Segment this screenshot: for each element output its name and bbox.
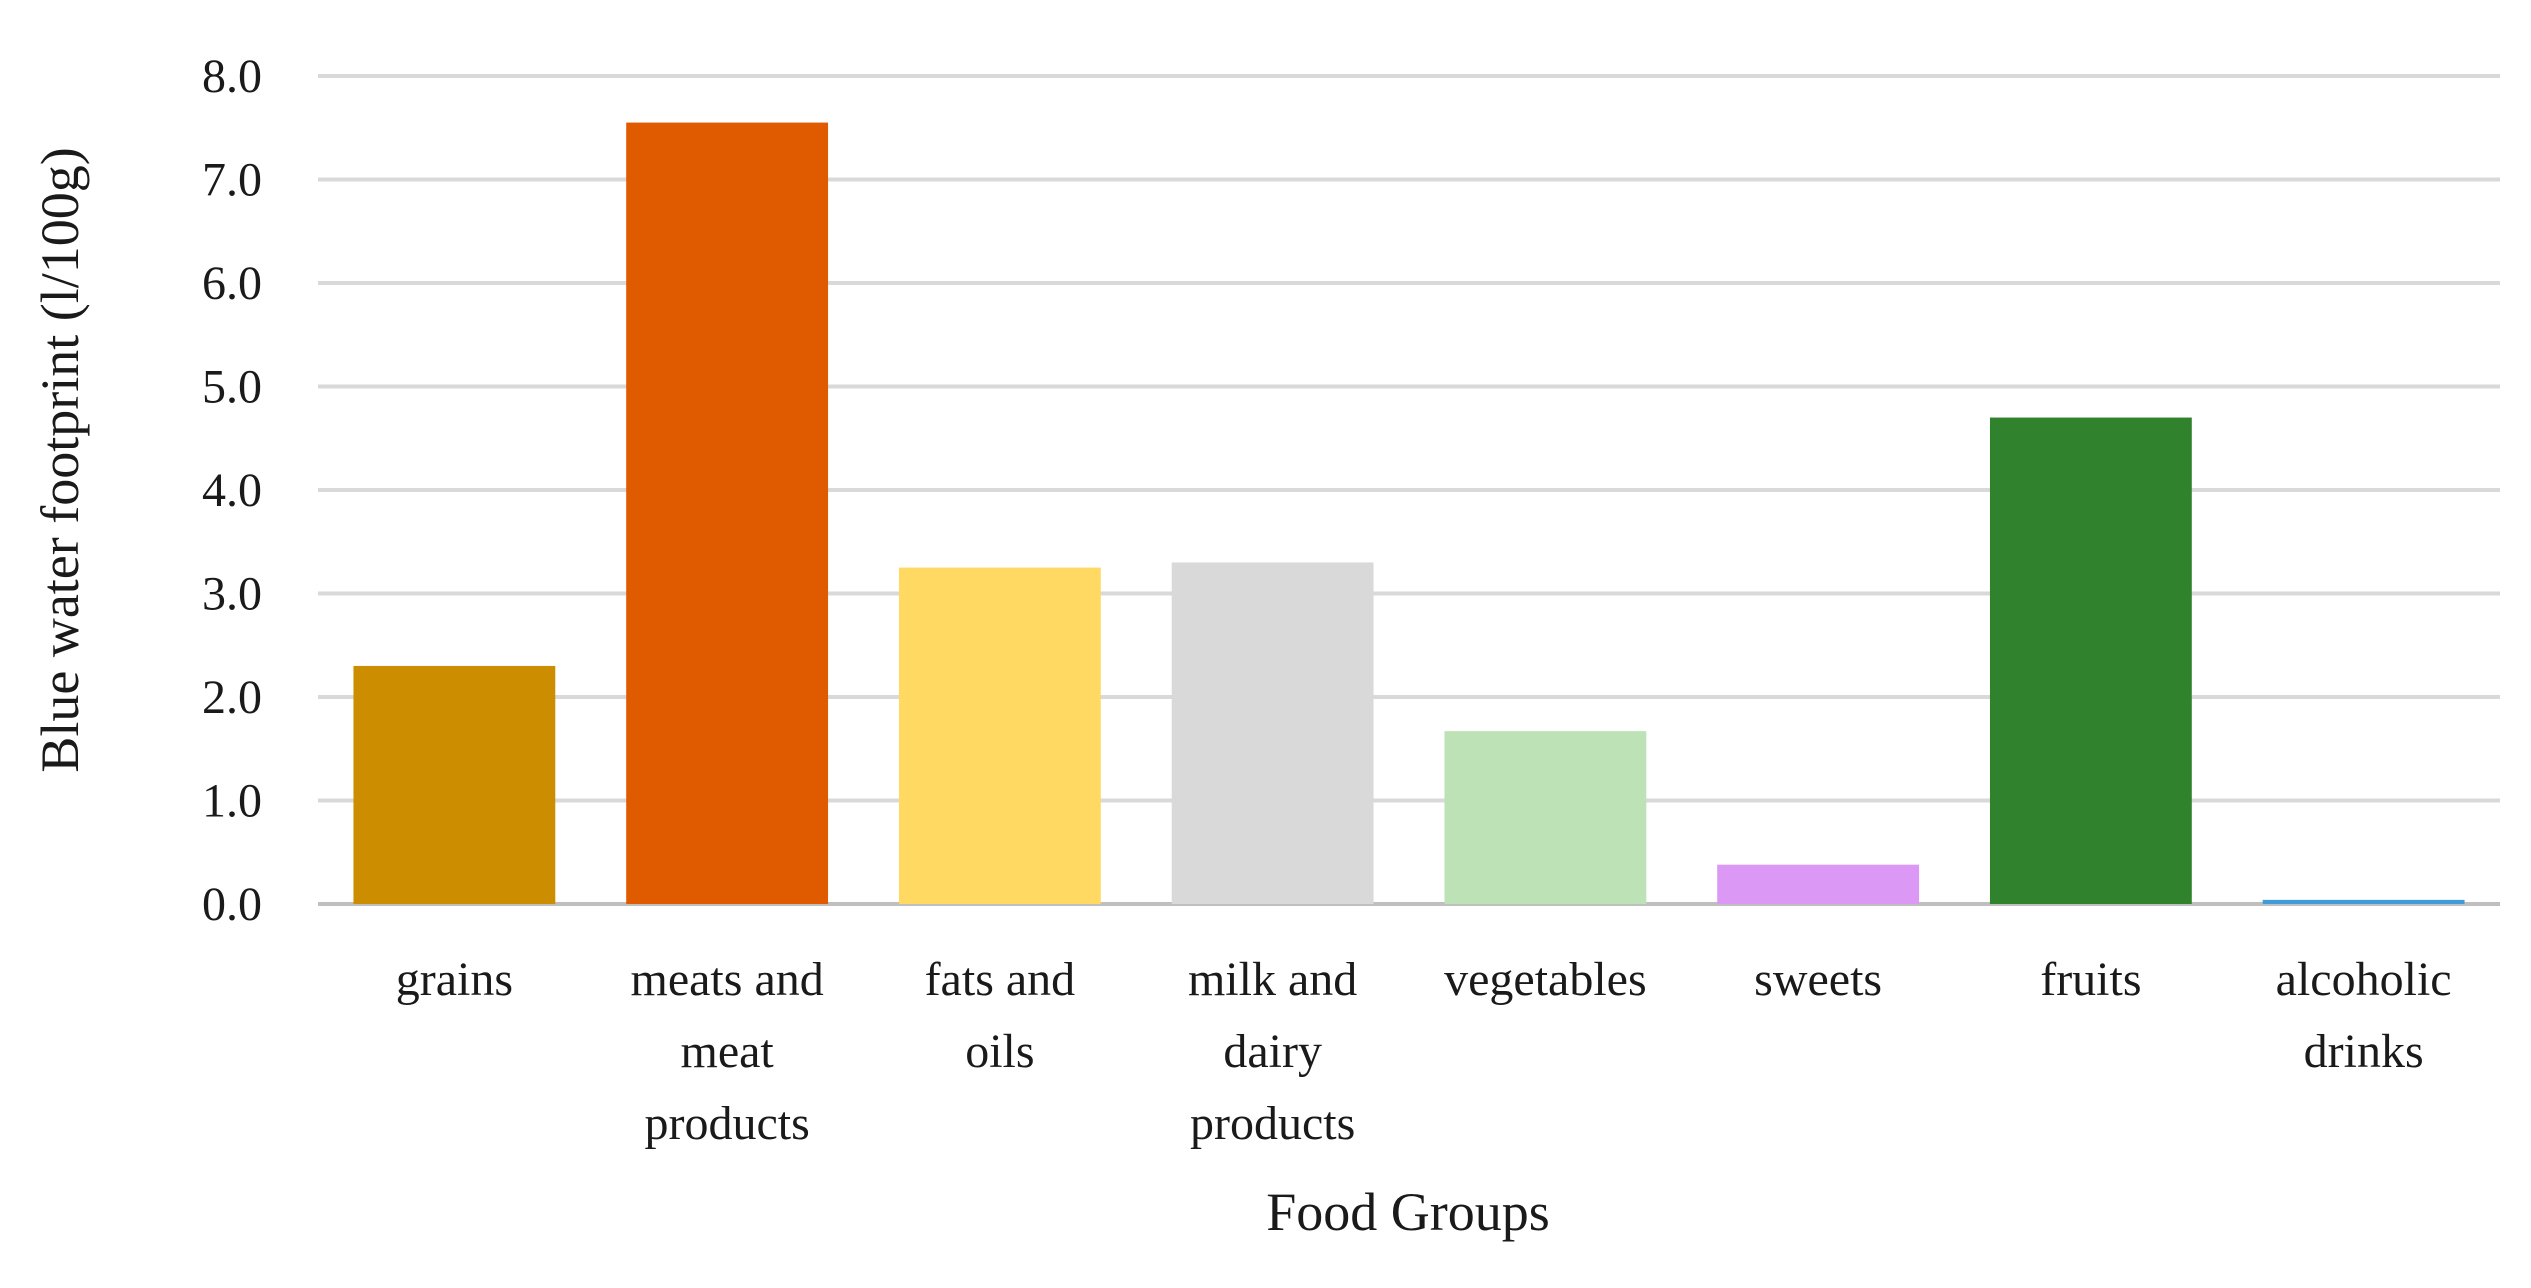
y-tick-label: 7.0 <box>202 154 262 207</box>
x-category-label-line: grains <box>396 953 513 1006</box>
bar <box>1171 562 1374 904</box>
x-category-label-line: drinks <box>2304 1025 2424 1078</box>
bar <box>1989 417 2192 904</box>
y-tick-label: 4.0 <box>202 464 262 517</box>
y-tick-label: 1.0 <box>202 775 262 828</box>
y-tick-label: 6.0 <box>202 257 262 310</box>
x-category-label: grains <box>396 953 513 1006</box>
x-category-label: meats and meat products <box>630 953 823 1150</box>
x-category-label-line: fats and <box>925 953 1076 1006</box>
x-category-label: alcoholic drinks <box>2276 953 2452 1078</box>
x-category-label: fats and oils <box>925 953 1076 1078</box>
y-tick-label: 2.0 <box>202 671 262 724</box>
x-category-label: sweets <box>1754 953 1882 1006</box>
bar <box>898 567 1101 904</box>
bar <box>353 665 556 904</box>
x-category-label-line: meats and <box>630 953 823 1006</box>
x-category-label-line: meat <box>680 1025 774 1078</box>
bars <box>353 122 2465 904</box>
x-category-label-line: products <box>644 1097 809 1150</box>
x-category-label-line: sweets <box>1754 953 1882 1006</box>
x-category-label-line: alcoholic <box>2276 953 2452 1006</box>
bar <box>626 122 829 904</box>
y-tick-label: 0.0 <box>202 878 262 931</box>
x-axis-title: Food Groups <box>1266 1182 1550 1242</box>
y-tick-label: 3.0 <box>202 568 262 621</box>
bar <box>1717 864 1920 904</box>
y-axis-ticks: 0.0 1.0 2.0 3.0 4.0 5.0 6.0 7.0 8.0 <box>202 50 262 931</box>
x-category-label-line: dairy <box>1223 1025 1322 1078</box>
x-category-label: vegetables <box>1444 953 1647 1006</box>
x-category-label-line: milk and <box>1188 953 1357 1006</box>
x-category-label: milk and dairy products <box>1188 953 1357 1150</box>
x-axis-categories: grains meats and meat products fats and oils m… <box>396 953 2452 1150</box>
x-category-label-line: vegetables <box>1444 953 1647 1006</box>
y-tick-label: 5.0 <box>202 361 262 414</box>
y-tick-label: 8.0 <box>202 50 262 103</box>
bar <box>2262 899 2465 904</box>
x-category-label-line: oils <box>965 1025 1034 1078</box>
bar <box>1444 731 1647 904</box>
x-category-label-line: products <box>1190 1097 1355 1150</box>
y-axis-title: Blue water footprint (l/100g) <box>30 147 90 772</box>
x-category-label-line: fruits <box>2040 953 2141 1006</box>
x-category-label: fruits <box>2040 953 2141 1006</box>
